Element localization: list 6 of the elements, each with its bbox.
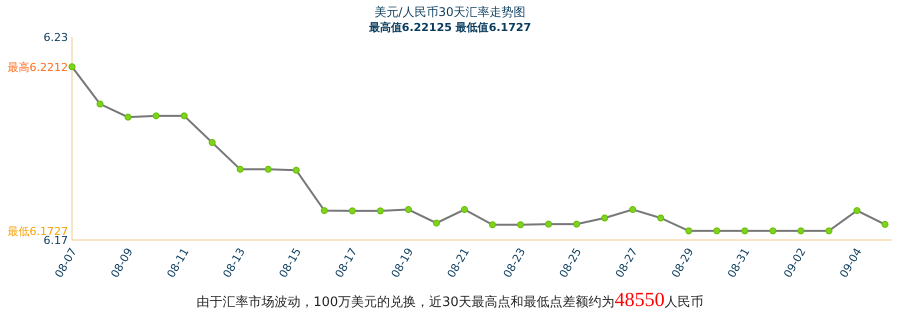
text: 由于汇率市场波动，100万美元的兑换，近30天最高点和最低点差额约为48550人民币 <box>196 289 704 311</box>
y-tick-label: 6.17 <box>44 234 68 247</box>
y-tick-label: 最高6.2212 <box>8 60 68 74</box>
y-tick-label: 6.23 <box>44 31 68 44</box>
chart-subtitle: 最高值6.22125 最低值6.1727 <box>368 21 532 34</box>
chart-title: 美元/人民币30天汇率走势图 <box>374 5 526 19</box>
